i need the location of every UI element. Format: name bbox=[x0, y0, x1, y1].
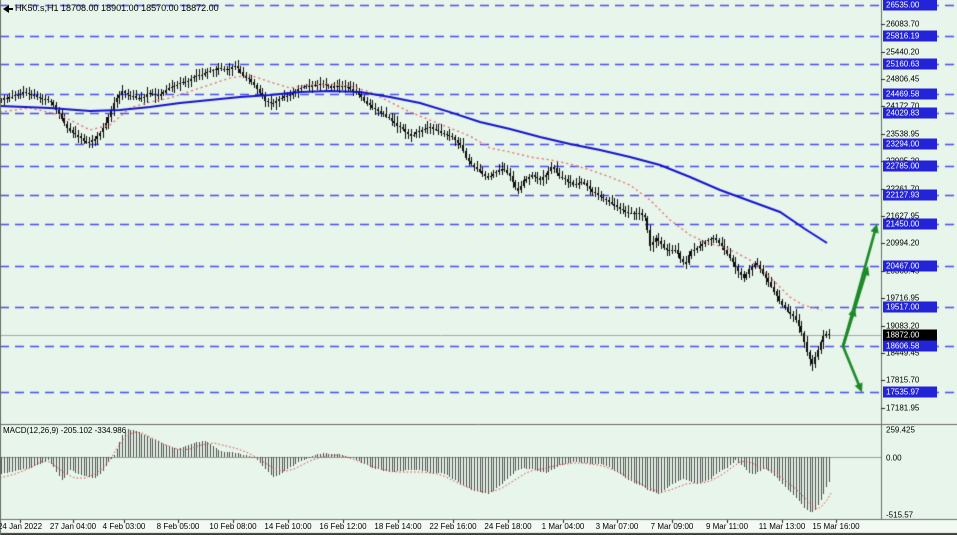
mt4-chart-window: HK50.s,H1 18708.00 18901.00 18570.00 188… bbox=[0, 0, 957, 535]
chart-canvas[interactable] bbox=[0, 0, 957, 535]
